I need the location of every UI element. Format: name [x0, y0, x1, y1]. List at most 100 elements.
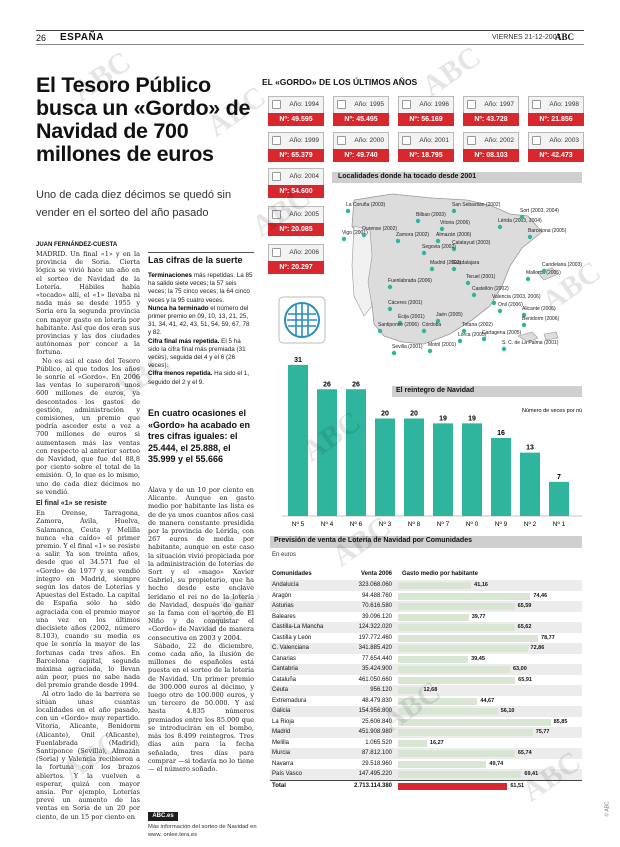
cell-venta: 956.120 — [370, 687, 392, 693]
map-label: Segovia (2002) — [422, 244, 456, 250]
gordo-card: Año: 1994 Nº: 49.595 — [268, 96, 324, 128]
reintegro-chart: Número de veces por número 31 Nº 5 26 Nº 4 26… — [282, 357, 582, 528]
article-column-3: Álava y de un 10 por ciento en Alicante.… — [148, 486, 254, 826]
map-label: Guadalajara — [452, 260, 479, 266]
paragraph: En Orense, Tarragona, Zamora, Ávila, Hue… — [36, 509, 140, 690]
gasto-bar — [398, 645, 528, 652]
map-label: Benidorm (2006) — [522, 316, 560, 322]
gasto-bar — [398, 708, 498, 715]
table-row: Madrid 451.908.980 75,77 — [270, 727, 582, 738]
cell-venta: 124.322.020 — [358, 624, 392, 630]
map-marker — [521, 322, 527, 328]
header-gasto: Gasto medio por habitante — [402, 571, 479, 577]
gasto-value: 72,86 — [530, 645, 545, 651]
cifra-label: Cifra final más repetida. — [148, 337, 220, 345]
spain-map: La Coruña (2003) Vigo (2001) Bilbao (2003)… — [332, 186, 582, 361]
map-marker — [345, 208, 351, 214]
map-marker — [497, 308, 503, 314]
gordo-card: Año: 2002 Nº: 08.103 — [463, 132, 519, 164]
gordo-card: Año: 2003 Nº: 42.473 — [528, 132, 584, 164]
gasto-bar — [398, 655, 469, 663]
table-row: País Vasco 147.495.220 69,41 — [270, 769, 582, 780]
cell-comunidad: Galicia — [272, 708, 291, 714]
cell-venta: 29.518.960 — [361, 760, 392, 767]
cell-comunidad: Aragón — [272, 592, 292, 599]
map-label: Motril (2001) — [428, 342, 456, 348]
total-row: Total 2.713.114.380 61,51 — [270, 779, 582, 791]
header-comunidades: Comunidades — [272, 571, 312, 577]
column-subtitle: El final «1» se resiste — [36, 500, 107, 508]
cell-venta: 94.488.760 — [361, 592, 392, 599]
cell-comunidad: Baleares — [272, 613, 296, 620]
paragraph: Al otro lado de la barrera se sitúan una… — [36, 689, 140, 821]
map-marker — [481, 336, 487, 342]
cifra-label: Terminaciones — [148, 272, 192, 279]
ticket-icon — [467, 100, 476, 109]
cell-venta: 341.885.420 — [358, 645, 392, 651]
gordo-card: Año: 1996 Nº: 56.169 — [398, 96, 454, 128]
cell-gasto: 41,16 — [398, 580, 582, 591]
reintegro-category-label: Nº 2 — [524, 521, 537, 528]
ticket-icon — [272, 100, 281, 109]
map-marker — [501, 346, 507, 352]
paragraph: Álava y de un 10 por ciento en Alicante.… — [148, 486, 254, 642]
map-marker — [415, 218, 421, 224]
map-marker — [395, 238, 401, 244]
ticket-icon — [467, 136, 476, 145]
gasto-value: 49,74 — [489, 760, 504, 767]
reintegro-category-label: Nº 4 — [321, 521, 334, 528]
cell-gasto: 49,74 — [398, 759, 582, 770]
gasto-value: 75,77 — [535, 729, 550, 735]
issue-date: VIERNES 21-12-2007 — [492, 34, 561, 41]
gasto-bar — [398, 760, 487, 768]
map-marker — [435, 318, 441, 324]
newspaper-logo: ABC — [555, 32, 575, 42]
cell-gasto: 78,77 — [398, 633, 582, 644]
reintegro-category-label: Nº 1 — [553, 521, 566, 528]
gordo-number: Nº: 49.595 — [268, 113, 324, 126]
gordo-number: Nº: 56.169 — [398, 113, 454, 126]
gasto-value: 16,27 — [429, 739, 444, 746]
gasto-value: 65,91 — [518, 676, 532, 683]
map-marker — [435, 238, 441, 244]
reintegro-bar — [346, 389, 366, 516]
cell-comunidad: Melilla — [272, 739, 290, 746]
more-info-link[interactable]: Más información del sorteo de Navidad en… — [148, 824, 257, 838]
cifra-text: más repetidas. La 85 ha salido siete vec… — [148, 272, 253, 304]
cell-venta: 197.772.460 — [358, 634, 392, 641]
map-marker — [377, 328, 383, 334]
table-row: Castilla-La Mancha 124.322.020 65,62 — [270, 622, 582, 633]
byline: JUAN FERNÁNDEZ-CUESTA — [36, 242, 118, 248]
gasto-value: 44,67 — [480, 697, 495, 704]
abc-web-badge[interactable]: ABC.es — [148, 812, 178, 821]
map-marker — [391, 350, 397, 356]
cell-gasto: 65,91 — [398, 675, 582, 686]
map-label: Onil (2006) — [498, 302, 523, 308]
cifra-item: Cifra menos repetida. Ha sido el 1, segu… — [148, 370, 254, 386]
map-label: Valencia (2003, 2006) — [492, 294, 541, 300]
map-label: Jaén (2005) — [436, 312, 463, 318]
gordo-year: Año: 1998 — [528, 96, 584, 113]
cifra-item: Cifra final más repetida. El 5 ha sido l… — [148, 338, 254, 371]
table-row: Castilla y León 197.772.460 78,77 — [270, 633, 582, 644]
map-label: Ourense (2002) — [362, 226, 397, 232]
cell-gasto: 56,10 — [398, 706, 582, 717]
gordo-year-text: Año: 1996 — [419, 101, 449, 108]
map-label: Candelaria (2003) — [542, 262, 582, 268]
reintegro-value-label: 13 — [526, 445, 534, 452]
table-header: Comunidades Venta 2006 Gasto medio por h… — [270, 568, 582, 580]
gordo-year-text: Año: 2006 — [289, 249, 319, 256]
gasto-value: 69,41 — [524, 771, 539, 777]
cell-venta: 77.654.440 — [361, 655, 392, 662]
gordo-year-text: Año: 2002 — [484, 137, 514, 144]
table-row: Canarias 77.654.440 39,45 — [270, 654, 582, 665]
gordo-year: Año: 2006 — [268, 244, 324, 261]
page-number: 26 — [36, 33, 47, 43]
table-row: Murcia 87.812.100 65,74 — [270, 748, 582, 759]
reintegro-value-label: 31 — [294, 357, 302, 364]
gordo-card: Año: 2005 Nº: 20.085 — [268, 206, 324, 238]
cell-comunidad: Andalucía — [272, 582, 299, 588]
map-label: Lérida (2003, 2004) — [498, 218, 542, 224]
gordo-year-text: Año: 2003 — [549, 137, 579, 144]
map-marker — [451, 266, 457, 272]
